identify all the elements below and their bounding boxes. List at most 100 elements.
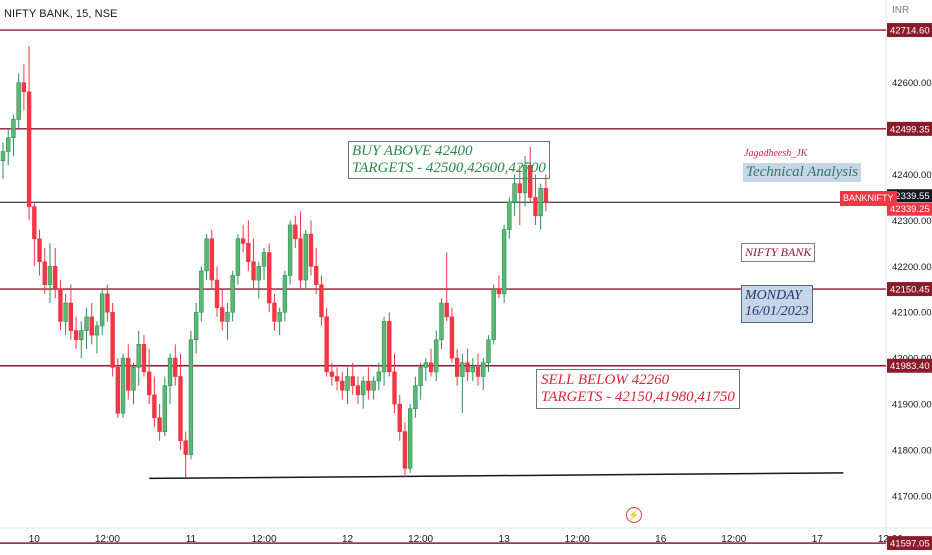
buy-note-line2: TARGETS - 42500,42600,42700: [352, 160, 546, 176]
y-tick-label: 42300.00: [892, 216, 932, 227]
candle-body: [21, 82, 27, 93]
candle-body: [136, 344, 141, 368]
y-tick-label: 42400.00: [892, 170, 932, 181]
candle-body: [543, 187, 549, 203]
candle-body: [193, 311, 199, 341]
candle-body: [225, 311, 230, 322]
candle-body: [120, 357, 126, 414]
candle-body: [146, 371, 152, 396]
candle-body: [381, 321, 387, 373]
level-tag: [887, 23, 932, 38]
candle-body: [308, 233, 314, 267]
candle-body: [298, 238, 303, 281]
candle-body: [167, 357, 173, 386]
candle-body: [465, 362, 470, 373]
candle-body: [360, 380, 366, 396]
candle-body: [282, 275, 288, 313]
candle-body: [79, 330, 84, 341]
candle-body: [99, 293, 105, 327]
flash-icon[interactable]: ⚡: [626, 507, 642, 523]
candle-body: [84, 316, 89, 331]
x-tick-label: 17: [812, 534, 824, 545]
technical-analysis-note: Technical Analysis: [743, 163, 862, 182]
x-tick-label: 12:00: [408, 534, 433, 545]
candle-body: [173, 357, 178, 377]
candle-body: [37, 238, 42, 263]
candle-body: [470, 367, 475, 373]
x-tick-label: 11: [186, 534, 197, 545]
candle-body: [272, 302, 277, 322]
candle-body: [287, 224, 293, 276]
candle-body: [303, 233, 308, 281]
candle-body: [413, 385, 418, 409]
candle-body: [188, 339, 194, 455]
symbol-title: NIFTY BANK, 15, NSE: [4, 8, 118, 20]
candle-body: [293, 224, 298, 240]
candle-body: [157, 417, 162, 432]
candle-body: [449, 316, 455, 359]
candle-body: [371, 380, 376, 391]
x-tick-label: 12: [342, 534, 354, 545]
candle-body: [340, 380, 345, 391]
date-note: MONDAY 16/01/2023: [741, 285, 813, 323]
candle-body: [334, 376, 340, 382]
x-tick-label: 13: [499, 534, 511, 545]
candle-body: [240, 238, 246, 244]
candle-body: [230, 275, 235, 313]
candle-body: [115, 367, 121, 414]
ticker-price-tag: [887, 202, 932, 216]
x-tick-label: 12:00: [565, 534, 590, 545]
level-tag: [887, 282, 932, 297]
level-label: 42150.45: [890, 285, 930, 296]
candle-body: [68, 302, 74, 331]
candle-body: [496, 288, 502, 295]
candle-body: [522, 164, 528, 194]
candle-body: [329, 371, 335, 377]
index-name-note: NIFTY BANK: [741, 243, 816, 262]
candle-body: [209, 238, 214, 281]
candle-body: [418, 367, 423, 386]
candle-body: [141, 344, 147, 373]
candle-body: [261, 252, 267, 267]
candle-body: [460, 362, 465, 377]
candle-body: [350, 376, 355, 386]
candle-body: [42, 261, 47, 285]
candle-body: [439, 302, 444, 341]
candle-body: [277, 311, 282, 322]
sell-note-line1: SELL BELOW 42260: [541, 372, 670, 388]
candle-body: [246, 243, 251, 263]
candle-body: [178, 376, 183, 442]
candle-body: [402, 431, 408, 469]
candle-body: [199, 270, 204, 313]
x-tick-label: 16: [655, 534, 667, 545]
candle-body: [58, 288, 63, 322]
candle-body: [428, 362, 434, 373]
candle-body: [105, 293, 110, 313]
buy-note-line1: BUY ABOVE 42400: [352, 143, 473, 159]
candle-body: [407, 408, 413, 469]
sell-note-line2: TARGETS - 42150,41980,41750: [541, 389, 735, 405]
candle-body: [533, 197, 538, 217]
candle-body: [481, 362, 486, 377]
candle-body: [16, 82, 21, 120]
candle-body: [26, 91, 32, 207]
candle-body: [501, 229, 507, 295]
current-price-tag: [887, 189, 932, 203]
candle-body: [63, 302, 68, 322]
candle-body: [126, 357, 131, 391]
buy-note: BUY ABOVE 42400 TARGETS - 42500,42600,42…: [348, 141, 550, 179]
candle-body: [183, 440, 188, 455]
candle-body: [32, 206, 37, 240]
candle-body: [397, 403, 402, 432]
candle-body: [256, 265, 261, 281]
candle-body: [454, 357, 460, 377]
candle-body: [73, 330, 79, 341]
candle-body: [52, 265, 58, 290]
candle-body: [235, 238, 241, 276]
level-tag: [887, 536, 932, 551]
candle-body: [204, 238, 209, 272]
candle-body: [475, 367, 481, 377]
x-tick-label: 12:00: [721, 534, 746, 545]
